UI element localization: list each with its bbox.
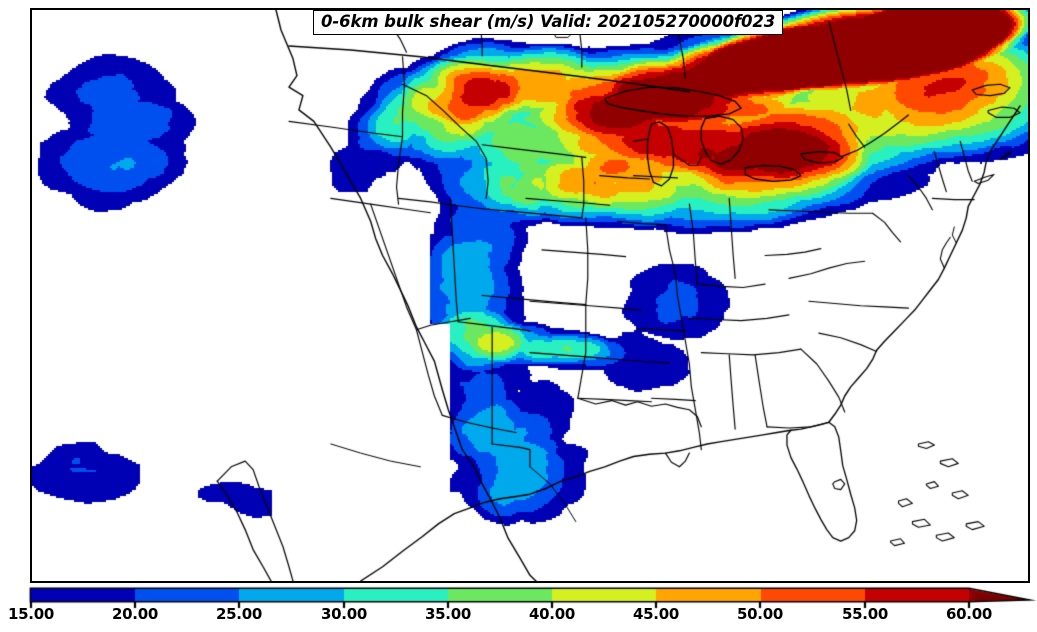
colorbar-tick-25: 25.00: [216, 605, 262, 623]
colorbar-tick-20: 20.00: [112, 605, 158, 623]
page-title: 0-6km bulk shear (m/s) Valid: 2021052700…: [321, 12, 776, 31]
colorbar-tick-labels: 15.00 20.00 25.00 30.00 35.00 40.00 45.00 50.00…: [0, 605, 1037, 632]
colorbar-tick-45: 45.00: [633, 605, 679, 623]
plot-title-box: 0-6km bulk shear (m/s) Valid: 2021052700…: [313, 10, 784, 35]
colorbar-tick-50: 50.00: [737, 605, 783, 623]
colorbar[interactable]: 15.00 20.00 25.00 30.00 35.00 40.00 45.00 50.00…: [0, 585, 1037, 632]
colorbar-tick-60: 60.00: [946, 605, 992, 623]
colorbar-tick-55: 55.00: [842, 605, 888, 623]
colorbar-gradient: [0, 585, 1037, 609]
colorbar-tick-35: 35.00: [425, 605, 471, 623]
shear-field-raster: [32, 10, 1028, 581]
colorbar-tick-15: 15.00: [8, 605, 54, 623]
colorbar-tick-30: 30.00: [321, 605, 367, 623]
map-plot-area[interactable]: [30, 8, 1030, 583]
colorbar-tick-40: 40.00: [529, 605, 575, 623]
